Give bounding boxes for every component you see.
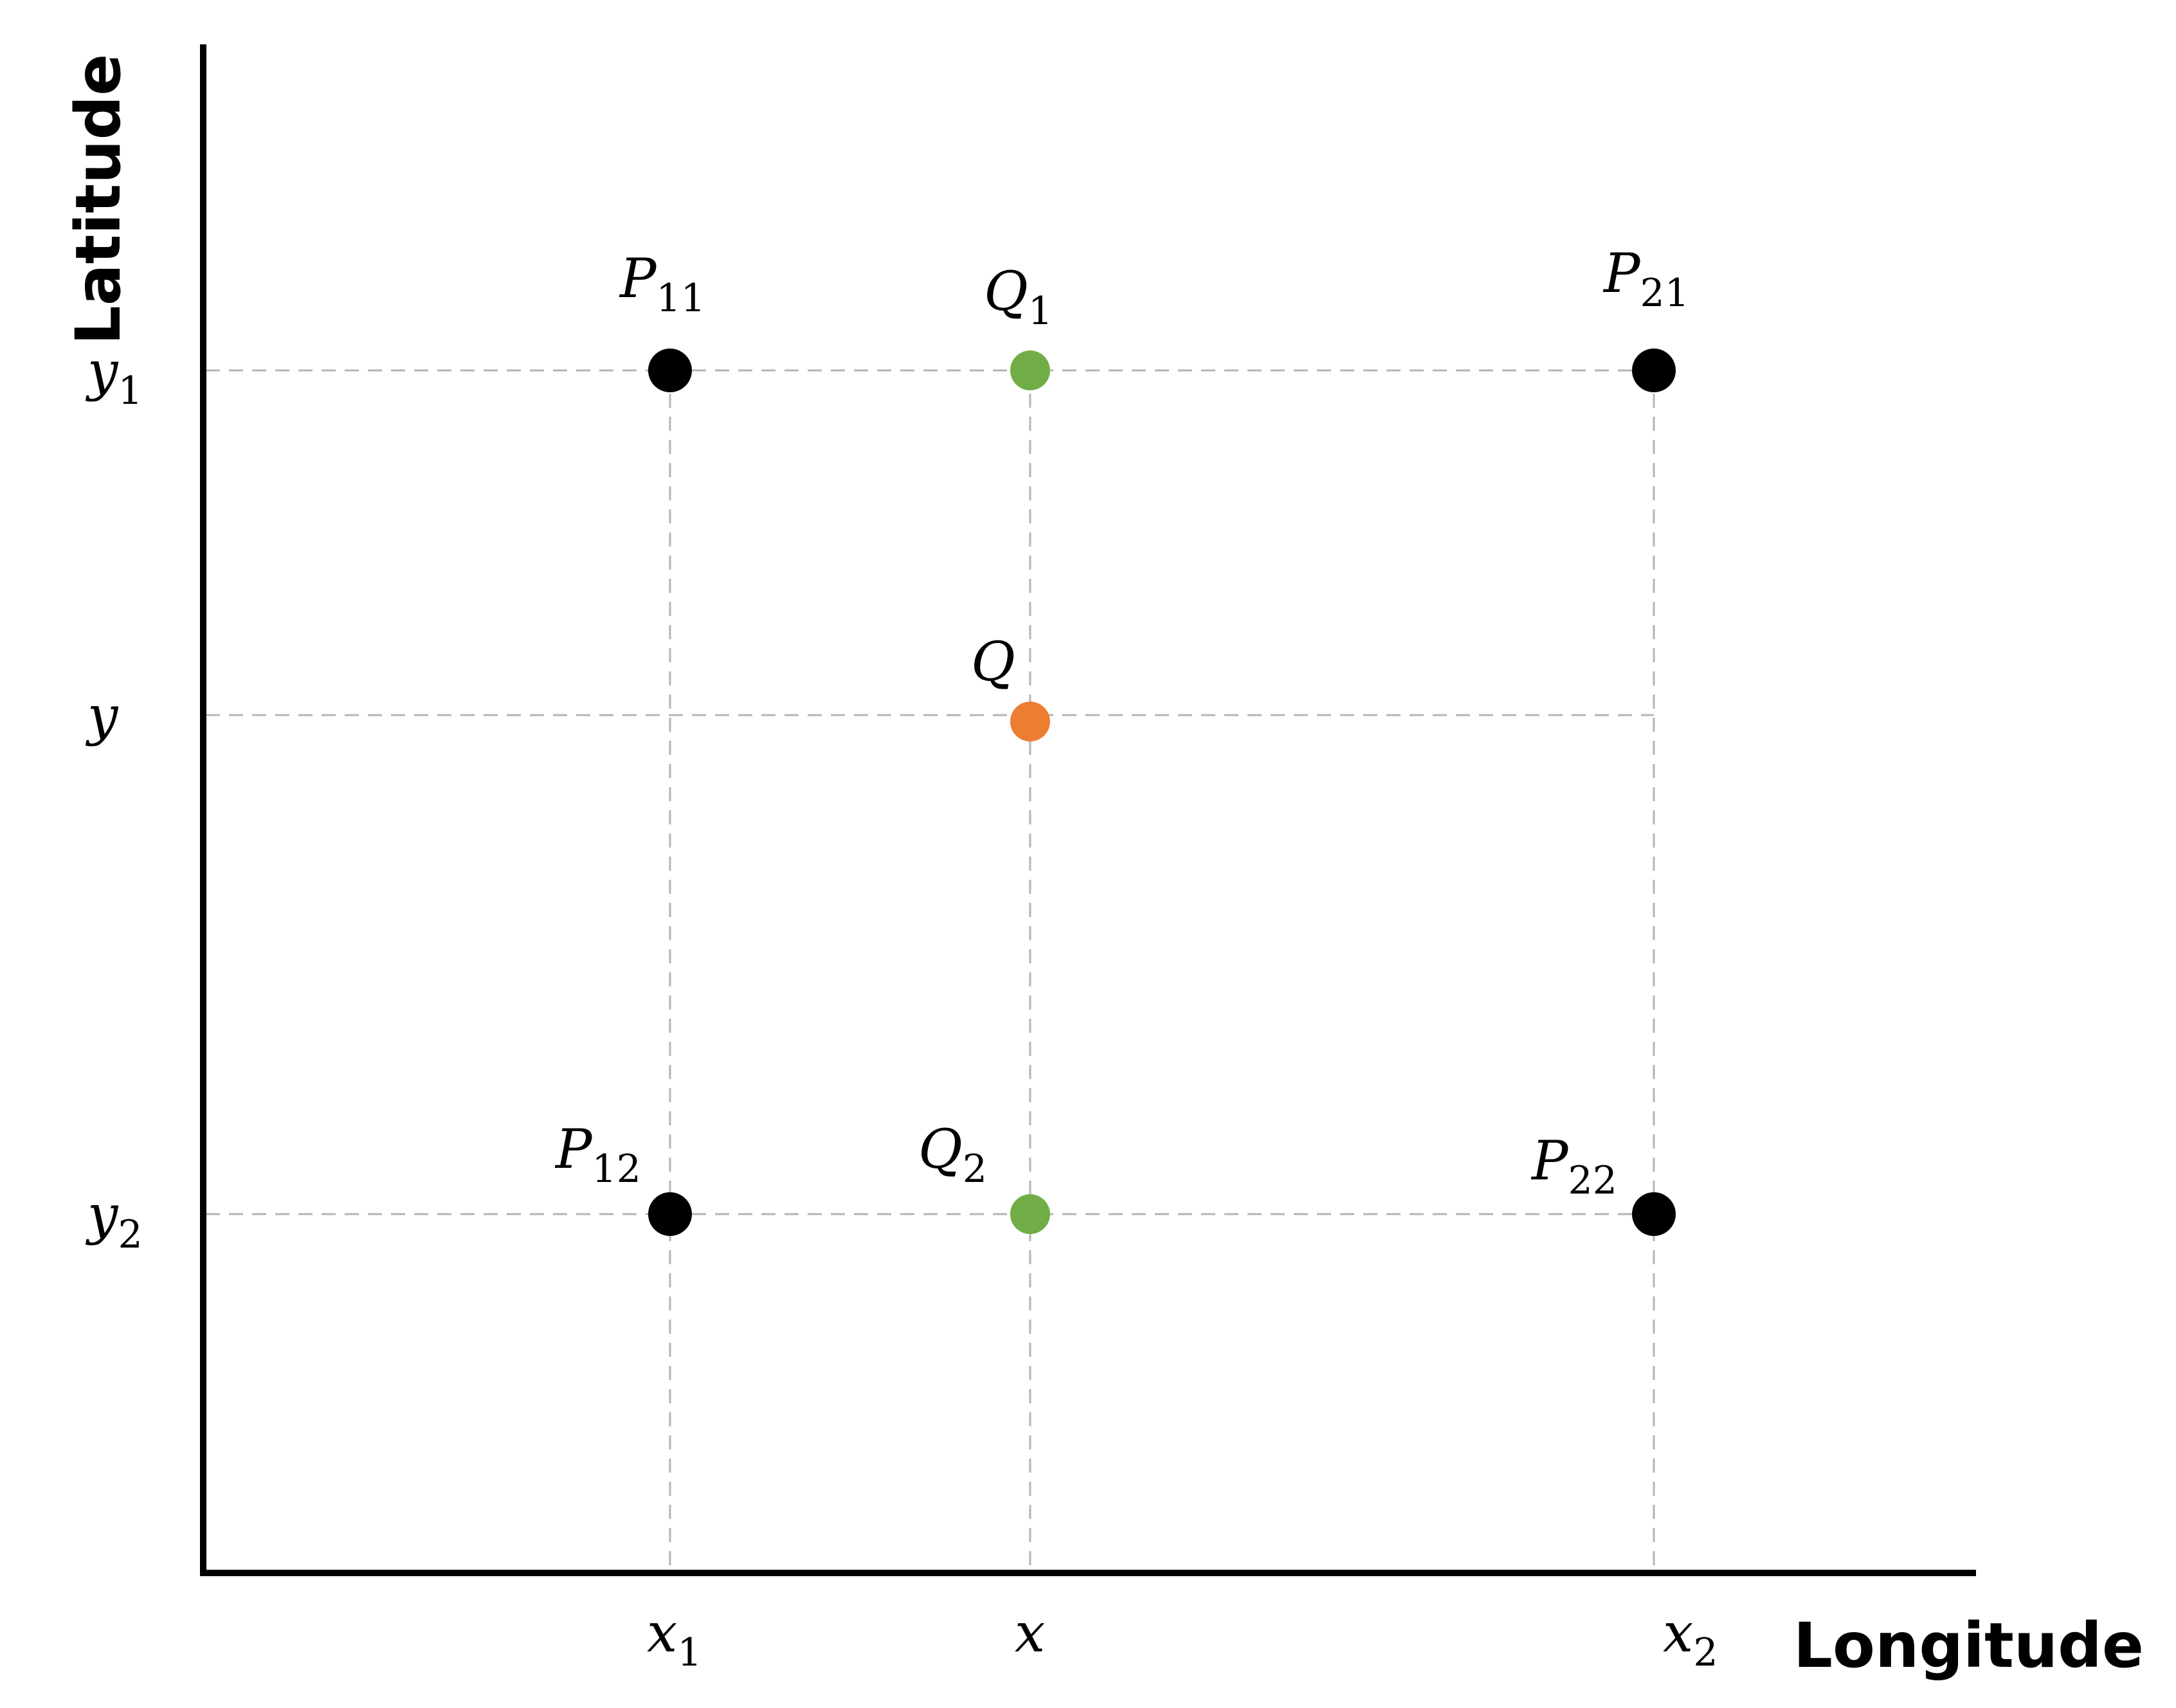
label-p21-base: P <box>1602 242 1641 305</box>
label-q2-sub: 2 <box>963 1147 987 1192</box>
y-tick-y1-base: y <box>85 340 119 403</box>
y-tick-y2: y2 <box>85 1183 143 1257</box>
point-p11 <box>648 349 692 392</box>
x-tick-x2-sub: 2 <box>1693 1630 1718 1675</box>
guide-lines <box>206 369 1655 1569</box>
label-p12-sub: 12 <box>592 1147 641 1192</box>
y-tick-y: y <box>85 684 119 747</box>
x-tick-x1: x1 <box>647 1601 702 1675</box>
label-q-base: Q <box>971 630 1015 693</box>
label-q: Q <box>971 630 1015 693</box>
label-p22: P22 <box>1530 1129 1617 1203</box>
label-q2-base: Q <box>918 1118 963 1181</box>
point-q2 <box>1010 1194 1050 1234</box>
y-tick-y2-base: y <box>85 1183 119 1246</box>
label-q2: Q2 <box>918 1118 987 1192</box>
y-tick-y1-sub: 1 <box>118 368 142 413</box>
x-tick-x2: x2 <box>1663 1601 1718 1675</box>
y-tick-y2-sub: 2 <box>118 1212 142 1257</box>
point-q1 <box>1010 350 1050 390</box>
y-tick-y1: y1 <box>85 340 143 413</box>
label-q1-sub: 1 <box>1028 289 1053 334</box>
label-q1: Q1 <box>984 260 1053 334</box>
x-tick-x2-base: x <box>1663 1601 1693 1664</box>
label-p11: P11 <box>619 247 705 321</box>
point-p22 <box>1632 1192 1676 1236</box>
y-tick-y-base: y <box>85 684 119 747</box>
point-p12 <box>648 1192 692 1236</box>
point-p21 <box>1632 349 1676 392</box>
x-tick-x: x <box>1015 1601 1045 1664</box>
label-p12: P12 <box>554 1118 641 1192</box>
label-p21-sub: 21 <box>1640 271 1689 316</box>
label-p22-sub: 22 <box>1568 1158 1617 1203</box>
x-tick-x-base: x <box>1015 1601 1045 1664</box>
label-q1-base: Q <box>984 260 1028 323</box>
y-axis-title: Latitude <box>62 54 134 345</box>
label-p11-sub: 11 <box>657 276 705 321</box>
x-axis-title: Longitude <box>1793 1610 2144 1682</box>
point-q <box>1010 702 1050 741</box>
label-p12-base: P <box>554 1118 593 1181</box>
x-tick-x1-sub: 1 <box>677 1630 702 1675</box>
x-tick-x1-base: x <box>647 1601 677 1664</box>
label-p22-base: P <box>1530 1129 1569 1192</box>
label-p11-base: P <box>619 247 657 310</box>
label-p21: P21 <box>1602 242 1689 316</box>
